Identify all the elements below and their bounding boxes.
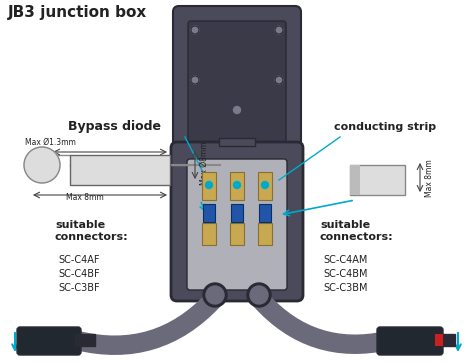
Text: SC-C4BM: SC-C4BM	[323, 269, 367, 279]
FancyBboxPatch shape	[188, 21, 286, 145]
Circle shape	[191, 26, 199, 34]
Text: Max 8mm: Max 8mm	[66, 193, 104, 202]
FancyBboxPatch shape	[377, 327, 443, 355]
Text: Max 8mm: Max 8mm	[425, 159, 434, 197]
Bar	[441, 334, 455, 346]
Circle shape	[234, 106, 240, 114]
FancyBboxPatch shape	[173, 6, 301, 154]
Circle shape	[247, 283, 271, 307]
Bar	[219, 138, 255, 146]
Circle shape	[234, 181, 240, 189]
Bar	[350, 165, 405, 195]
Text: suitable
connectors:: suitable connectors:	[55, 220, 128, 242]
Bar	[350, 165, 360, 195]
Text: SC-C4BF: SC-C4BF	[58, 269, 100, 279]
Bar	[258, 172, 272, 200]
Text: SC-C3BM: SC-C3BM	[323, 283, 367, 293]
Bar	[75, 334, 95, 346]
Bar	[230, 172, 244, 200]
Bar	[230, 223, 244, 245]
Bar	[202, 223, 216, 245]
Circle shape	[275, 76, 283, 84]
Circle shape	[206, 181, 212, 189]
Text: Max Ø8mm: Max Ø8mm	[200, 141, 209, 185]
Text: Bypass diode: Bypass diode	[69, 120, 162, 133]
Bar	[435, 334, 443, 346]
FancyBboxPatch shape	[17, 327, 81, 355]
Text: conducting strip: conducting strip	[334, 122, 436, 132]
Circle shape	[206, 286, 224, 304]
Bar	[203, 204, 215, 222]
Text: SC-C3BF: SC-C3BF	[58, 283, 100, 293]
FancyArrowPatch shape	[78, 300, 213, 345]
Bar	[231, 204, 243, 222]
Bar	[202, 172, 216, 200]
FancyBboxPatch shape	[187, 159, 287, 290]
FancyBboxPatch shape	[171, 142, 303, 301]
Circle shape	[275, 26, 283, 34]
Circle shape	[191, 76, 199, 84]
Bar	[70, 155, 170, 185]
Text: JB3 junction box: JB3 junction box	[8, 5, 147, 20]
Circle shape	[250, 286, 268, 304]
Text: Max Ø1.3mm: Max Ø1.3mm	[25, 138, 75, 147]
Circle shape	[262, 181, 268, 189]
Circle shape	[203, 283, 227, 307]
FancyArrowPatch shape	[261, 300, 387, 344]
Circle shape	[24, 147, 60, 183]
Text: SC-C4AM: SC-C4AM	[323, 255, 367, 265]
Text: SC-C4AF: SC-C4AF	[58, 255, 100, 265]
Text: suitable
connectors:: suitable connectors:	[320, 220, 393, 242]
Bar	[259, 204, 271, 222]
Bar	[258, 223, 272, 245]
